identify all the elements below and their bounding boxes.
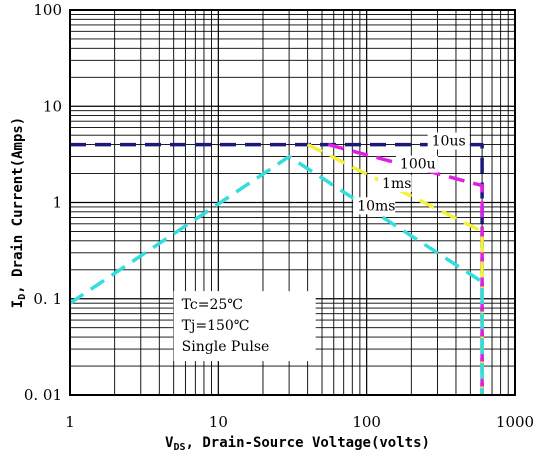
annotation-background: [378, 174, 412, 192]
info-box-background: [173, 291, 316, 362]
series-annotations: 10us 100u 1ms 10ms: [353, 132, 470, 215]
y-tick-label: 0. 01: [24, 386, 62, 404]
tick-labels: 1 10 100 1000 100 10 1 0. 1 0. 01: [24, 1, 534, 431]
x-tick-label: 1000: [496, 413, 534, 431]
plot-frame: [69, 9, 516, 396]
annotation-background: [427, 132, 470, 150]
y-tick-label: 0. 1: [33, 290, 62, 308]
annotation-100u: 100u: [400, 157, 436, 173]
y-tick-label: 1: [52, 194, 62, 212]
info-box: Tc=25℃ Tj=150℃ Single Pulse: [173, 291, 316, 362]
info-line: Tj=150℃: [182, 318, 250, 334]
info-line: Tc=25℃: [182, 297, 243, 313]
annotation-10us: 10us: [432, 134, 466, 150]
x-tick-label: 100: [352, 413, 381, 431]
info-line: Single Pulse: [182, 339, 270, 355]
y-tick-label: 10: [43, 97, 62, 115]
x-tick-label: 10: [209, 413, 228, 431]
annotation-background: [353, 197, 396, 215]
series-line-10ms: [69, 154, 484, 395]
annotation-background: [395, 155, 438, 173]
annotation-1ms: 1ms: [382, 176, 411, 192]
y-axis-label: ID, Drain Current(Amps): [10, 117, 28, 308]
x-tick-label: 1: [65, 413, 75, 431]
x-axis-label: VDS, Drain-Source Voltage(volts): [165, 435, 430, 453]
series-line-100u: [327, 142, 484, 395]
series-lines: [69, 142, 484, 395]
y-tick-label: 100: [33, 1, 62, 19]
annotation-10ms: 10ms: [357, 198, 395, 214]
